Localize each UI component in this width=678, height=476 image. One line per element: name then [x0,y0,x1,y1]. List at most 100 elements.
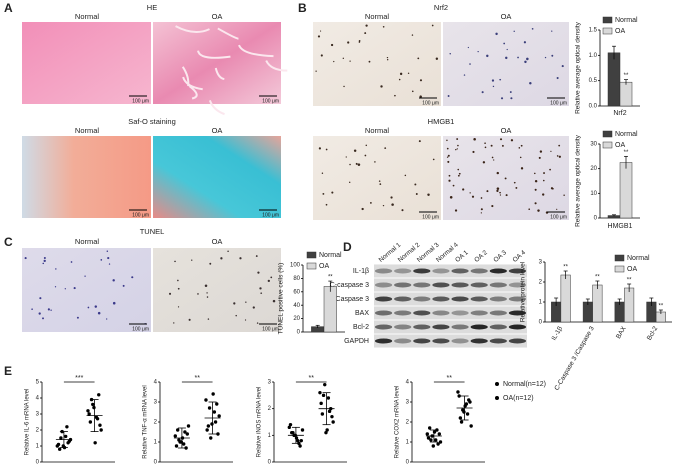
band [508,296,527,302]
cell-dot [322,192,325,195]
cell-dot [477,50,479,53]
cell-dot [496,187,500,190]
band [489,268,507,274]
significance: ** [627,278,632,284]
cell-dot [543,172,545,175]
legend-label: OA [615,142,625,149]
lane-label: OA 2 [473,249,489,264]
band [432,282,450,288]
cell-dot [197,293,199,295]
micrograph [153,22,281,104]
data-point [468,400,472,404]
legend-swatch [602,27,613,35]
cell-dot [407,72,410,75]
band [451,310,469,316]
tissue-streak [175,25,210,33]
band [470,296,488,302]
blot-row [374,335,527,347]
data-point [207,406,212,410]
cell-dot [394,94,396,97]
band [451,282,469,288]
band [489,296,507,302]
data-point [98,423,102,427]
cell-dot [349,181,351,184]
band [432,324,450,330]
data-point [177,438,181,442]
band [394,324,412,330]
data-point [459,420,464,424]
cell-dot [368,60,371,63]
band-label: GAPDH [344,338,369,345]
cell-dot [369,202,372,204]
cell-dot [491,156,494,159]
cell-dot [364,154,367,157]
tissue-streak [181,66,190,87]
scale-bar-label: 100 μm [132,98,149,104]
y-tick-label: 3 [36,412,40,418]
section-title: HMGB1 [428,117,455,126]
y-tick-label: 0.0 [589,104,598,110]
cell-dot [446,139,448,142]
legend-swatch [602,130,613,138]
data-point [457,394,461,398]
cell-dot [245,301,247,303]
data-point [288,422,293,427]
cell-dot [382,25,385,28]
band [394,310,412,316]
cell-dot [267,279,270,283]
band [413,296,431,302]
cell-dot [472,150,475,154]
cell-dot [345,156,347,158]
cell-dot [112,301,116,305]
cell-dot [556,208,558,210]
cell-dot [365,144,368,147]
data-point [93,441,97,445]
panel-letter: C [4,235,13,249]
cell-dot [454,209,458,212]
cell-dot [458,172,461,175]
cell-dot [519,156,522,159]
data-point [463,404,467,408]
cell-dot [272,299,276,303]
cell-dot [384,147,387,150]
blot [374,264,527,348]
significance: *** [75,375,83,382]
y-tick-label: 1.5 [589,28,598,34]
cell-dot [471,195,475,198]
data-point [182,442,186,446]
band [508,310,527,316]
tissue-streak [217,27,239,40]
data-point [210,422,214,426]
cell-dot [255,255,258,257]
image-label: OA [212,237,223,246]
y-tick-label: 1 [154,440,158,446]
significance: ** [659,304,664,310]
cell-dot [70,261,73,263]
band [451,338,469,344]
data-point [176,428,180,432]
cell-dot [510,139,514,142]
cell-dot [539,150,543,153]
y-tick-label: 4 [36,396,40,402]
cell-dot [364,32,367,35]
cell-dot [38,312,41,315]
y-axis-label: TUNEL positive cells (%) [278,263,285,335]
cell-dot [432,158,435,161]
cell-dot [558,144,561,147]
cell-dot [24,257,27,260]
cell-dot [357,163,361,166]
cell-dot [537,209,540,212]
cell-dot [490,144,493,147]
lane-label: OA 4 [512,249,528,264]
cell-dot [54,286,57,288]
micrograph [443,22,569,106]
image-label: Normal [75,126,100,135]
cell-dot [355,162,358,165]
legend-swatch [306,251,317,259]
band [451,268,469,274]
cell-dot [501,144,504,147]
data-point [87,412,91,416]
cell-dot [499,191,501,194]
scale-bar-label: 100 μm [422,100,439,106]
cell-dot [480,212,482,214]
